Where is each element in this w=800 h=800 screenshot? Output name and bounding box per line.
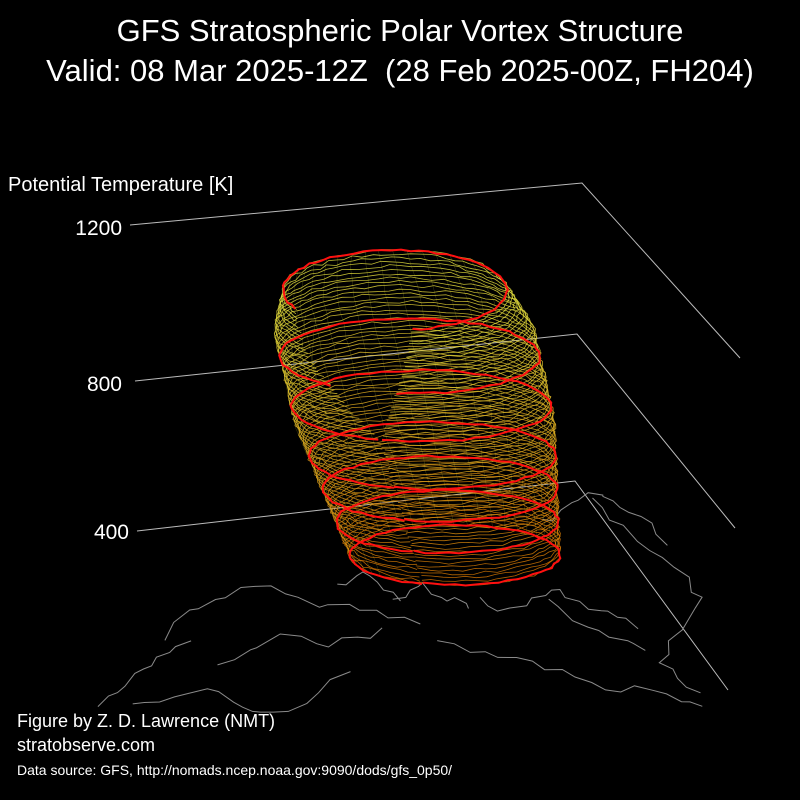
coastline (337, 571, 401, 602)
isentropic-contour (278, 264, 519, 345)
vortex-striation (300, 265, 371, 538)
chart-title: GFS Stratospheric Polar Vortex Structure (116, 13, 684, 48)
isentropic-contour (292, 379, 555, 454)
highlighted-contour (278, 317, 541, 395)
vortex-striation (291, 310, 364, 571)
vortex-striation (310, 261, 380, 535)
highlighted-contour (335, 488, 560, 555)
axis-grid (129, 182, 741, 691)
isentropic-contour (337, 495, 560, 560)
vortex-striation (301, 314, 373, 574)
vortex-striation (497, 273, 552, 543)
coastline (437, 640, 703, 707)
isentropic-contour (277, 312, 541, 390)
isentropic-contour (283, 335, 547, 413)
isentropic-contour (313, 436, 559, 506)
vortex-striation (422, 251, 481, 526)
isentropic-contour (291, 377, 554, 450)
isentropic-contour (331, 480, 559, 546)
isentropic-contour (329, 476, 560, 542)
isentropic-contour (283, 339, 547, 417)
z-tick-label: 1200 (75, 217, 122, 240)
vortex-striation (284, 305, 358, 567)
vortex-striation (274, 295, 352, 560)
grid-line (129, 182, 741, 359)
coastline (592, 497, 703, 694)
vortex-striation (311, 318, 381, 577)
z-tick-label: 400 (93, 521, 129, 544)
isentropic-contour (293, 384, 556, 458)
vortex-striation (378, 250, 441, 526)
isentropic-contour (282, 332, 544, 410)
z-tick-label: 800 (86, 373, 122, 396)
highlighted-contours (278, 248, 562, 587)
vortex-striation (482, 264, 538, 537)
grid-line (136, 480, 729, 691)
vortex-striation (365, 251, 427, 527)
isentropic-contour (281, 253, 510, 333)
vortex-surface (273, 249, 562, 586)
isentropic-contour (279, 260, 517, 343)
vortex-striation (282, 274, 359, 544)
isentropic-contour (298, 396, 555, 469)
isentropic-contour (294, 388, 557, 460)
coastline (97, 640, 192, 707)
vortex-striation (461, 257, 519, 531)
isentropic-contour (275, 276, 527, 358)
highlighted-contour (321, 454, 559, 523)
vortex-striation (392, 249, 454, 526)
vortex-striation (471, 261, 528, 534)
coastline-map (97, 492, 703, 713)
isentropic-contour (315, 440, 559, 509)
coastline (392, 582, 469, 609)
isentropic-contour (275, 279, 529, 362)
vortex-striation (350, 253, 414, 528)
isentropic-contour (296, 392, 556, 465)
coastline (164, 585, 421, 641)
highlighted-contour (289, 368, 553, 443)
coastline (479, 588, 639, 630)
vortex-striation (505, 283, 558, 551)
vortex-striation (273, 290, 351, 556)
isentropic-contour (286, 348, 549, 424)
vortex-striation (274, 284, 352, 552)
isentropic-contour (345, 515, 562, 579)
isentropic-contour (327, 471, 560, 538)
highlighted-contour (348, 523, 562, 587)
data-source: Data source: GFS, http://nomads.ncep.noa… (17, 762, 453, 778)
isentropic-contour (341, 503, 561, 568)
coastline (548, 598, 646, 651)
isentropic-contour (313, 433, 558, 502)
vortex-striation (336, 255, 402, 530)
vortex-striation (291, 270, 365, 541)
isentropic-contour (325, 464, 559, 531)
isentropic-contour (334, 487, 561, 553)
vortex-striation (490, 269, 545, 540)
isentropic-contour (326, 468, 560, 535)
vortex-striation (407, 250, 468, 526)
isentropic-contour (277, 269, 521, 350)
vortex-striation (279, 300, 355, 563)
isentropic-contour (304, 408, 557, 480)
website-link[interactable]: stratobserve.com (17, 735, 156, 755)
z-axis-label: Potential Temperature [K] (8, 174, 234, 196)
isentropic-contour (274, 296, 537, 376)
isentropic-contour (274, 284, 532, 364)
isentropic-contour (344, 511, 561, 576)
highlighted-contour (307, 420, 558, 491)
figure-credit: Figure by Z. D. Lawrence (NMT) (17, 711, 276, 731)
highlighted-contour (281, 248, 510, 331)
coastline (132, 671, 351, 713)
isentropic-contour (318, 448, 559, 516)
chart-subtitle: Valid: 08 Mar 2025-12Z (28 Feb 2025-00Z,… (46, 53, 754, 88)
isentropic-contour (280, 256, 513, 338)
coastline (542, 492, 668, 546)
isentropic-contour (316, 444, 559, 513)
vortex-striation (449, 254, 506, 529)
coastline (217, 627, 383, 666)
isentropic-contour (288, 352, 549, 427)
